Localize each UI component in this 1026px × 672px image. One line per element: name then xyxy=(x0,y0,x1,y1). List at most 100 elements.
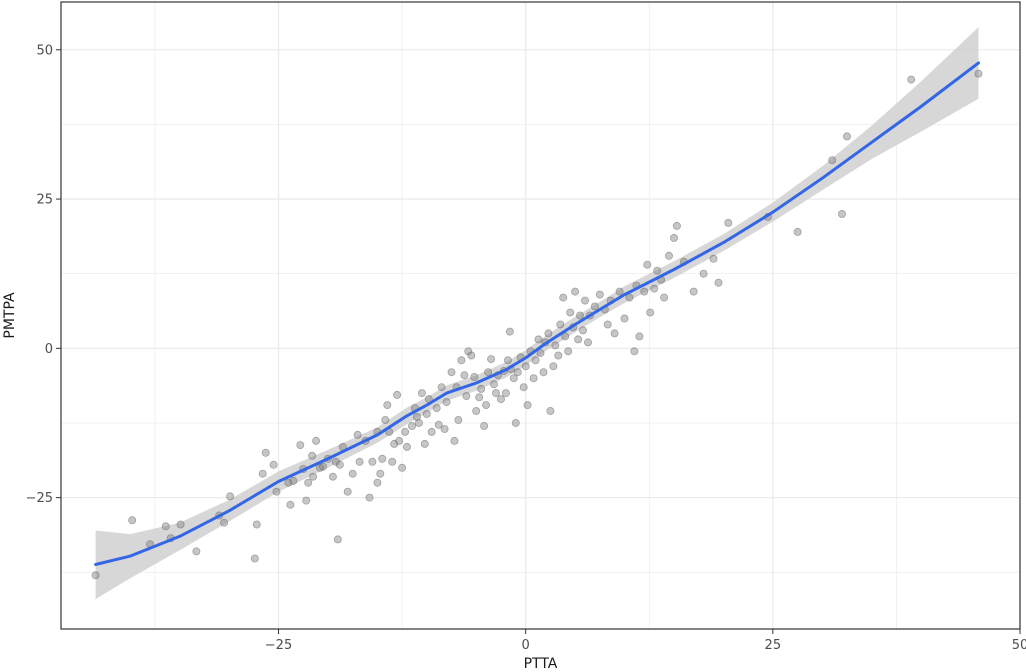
data-point xyxy=(381,415,390,424)
x-tick-label: 50 xyxy=(1012,638,1026,653)
data-point xyxy=(539,368,548,377)
data-point xyxy=(128,516,137,525)
data-point xyxy=(551,341,560,350)
data-point xyxy=(348,469,357,478)
data-point xyxy=(470,372,479,381)
data-point xyxy=(289,476,298,485)
data-point xyxy=(484,368,493,377)
data-point xyxy=(838,209,847,218)
data-point xyxy=(365,493,374,502)
data-point xyxy=(505,327,514,336)
data-point xyxy=(907,75,916,84)
data-point xyxy=(501,389,510,398)
data-point xyxy=(437,383,446,392)
data-point xyxy=(368,457,377,466)
data-point xyxy=(272,487,281,496)
data-point xyxy=(176,520,185,529)
data-point xyxy=(581,296,590,305)
data-point xyxy=(284,478,293,487)
data-point xyxy=(630,347,639,356)
data-point xyxy=(252,520,261,529)
data-point xyxy=(610,329,619,338)
data-point xyxy=(432,404,441,413)
data-point xyxy=(462,392,471,401)
data-point xyxy=(308,451,317,460)
data-point xyxy=(398,463,407,472)
data-point xyxy=(554,351,563,360)
data-point xyxy=(402,442,411,451)
data-point xyxy=(561,332,570,341)
trend-line xyxy=(94,61,980,566)
data-point xyxy=(660,293,669,302)
data-point xyxy=(261,448,270,457)
data-point xyxy=(226,492,235,501)
data-point xyxy=(519,383,528,392)
data-point xyxy=(343,487,352,496)
data-point xyxy=(309,472,318,481)
data-point xyxy=(531,356,540,365)
data-point xyxy=(192,547,201,556)
data-point xyxy=(353,430,362,439)
data-point xyxy=(427,427,436,436)
data-point xyxy=(315,463,324,472)
data-point xyxy=(566,308,575,317)
data-point xyxy=(420,439,429,448)
data-point xyxy=(312,436,321,445)
confidence-band xyxy=(95,27,979,600)
data-point xyxy=(574,335,583,344)
data-point xyxy=(603,320,612,329)
data-point xyxy=(269,460,278,469)
panel-border xyxy=(60,1,1021,630)
data-point xyxy=(724,218,733,227)
data-point xyxy=(672,221,681,230)
smooth-trend-line xyxy=(94,61,980,566)
data-point xyxy=(335,460,344,469)
y-tick-label: 25 xyxy=(36,193,53,208)
data-point xyxy=(615,287,624,296)
data-point xyxy=(564,347,573,356)
data-point xyxy=(373,478,382,487)
data-point xyxy=(383,401,392,410)
y-axis-title: PMTPA xyxy=(2,292,18,339)
data-point xyxy=(521,362,530,371)
data-point xyxy=(482,401,491,410)
data-points xyxy=(91,69,983,580)
data-point xyxy=(467,351,476,360)
data-point xyxy=(650,284,659,293)
data-point xyxy=(689,287,698,296)
data-point xyxy=(454,415,463,424)
data-point xyxy=(653,266,662,275)
data-point xyxy=(665,251,674,260)
data-point xyxy=(250,554,259,563)
data-point xyxy=(511,418,520,427)
data-point xyxy=(422,409,431,418)
data-point xyxy=(447,368,456,377)
data-point xyxy=(571,287,580,296)
data-point xyxy=(793,227,802,236)
data-point xyxy=(590,302,599,311)
y-tick-label: 0 xyxy=(45,342,53,357)
data-point xyxy=(640,287,649,296)
data-point xyxy=(417,389,426,398)
x-tick-label: 0 xyxy=(522,638,530,653)
data-point xyxy=(509,374,518,383)
data-point xyxy=(328,472,337,481)
confidence-ribbon xyxy=(95,27,979,600)
data-point xyxy=(464,347,473,356)
data-point xyxy=(843,132,852,141)
data-point xyxy=(491,389,500,398)
axes: −25 0 25 50 −25 0 25 50 xyxy=(26,43,1026,653)
data-point xyxy=(529,374,538,383)
data-point xyxy=(699,269,708,278)
data-point xyxy=(378,454,387,463)
data-point xyxy=(333,535,342,544)
data-point xyxy=(434,420,443,429)
data-point xyxy=(376,469,385,478)
data-point xyxy=(450,436,459,445)
data-point xyxy=(828,156,837,165)
data-point xyxy=(625,293,634,302)
data-point xyxy=(220,518,229,527)
data-point xyxy=(513,368,522,377)
data-point xyxy=(286,500,295,509)
data-point xyxy=(556,320,565,329)
